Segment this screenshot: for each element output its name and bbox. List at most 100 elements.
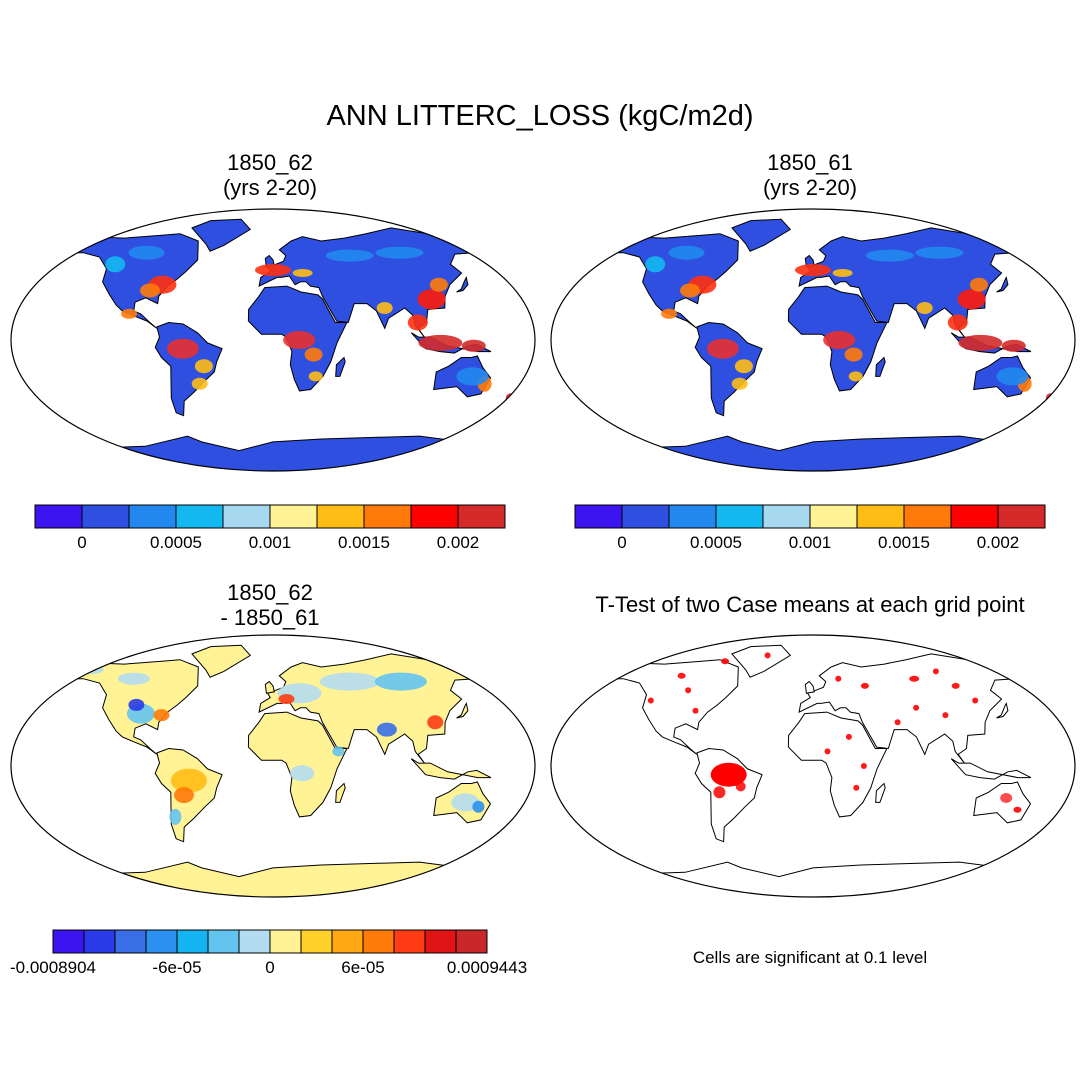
land-madagascar <box>335 782 346 803</box>
land-uk <box>804 680 815 694</box>
colorbar3-tick-label: 0 <box>265 958 274 977</box>
land-eurasia <box>258 227 492 338</box>
colorbar3-swatch <box>207 929 240 954</box>
colorbar3-swatch <box>52 929 85 954</box>
value-region <box>332 746 345 757</box>
colorbar1-tick-label: 0.002 <box>437 533 480 552</box>
value-region <box>845 733 852 740</box>
value-region <box>117 672 150 685</box>
value-region <box>472 800 485 813</box>
land-japan <box>996 275 1009 293</box>
colorbar-panel1: 0 0.0005 0.001 0.0015 0.002 <box>34 504 506 552</box>
colorbar1-swatch <box>316 504 365 529</box>
panel3-title-line1: 1850_62 <box>227 580 313 605</box>
colorbar1-swatch <box>34 504 83 529</box>
value-region <box>865 249 914 262</box>
value-region <box>958 334 1003 351</box>
map-frame <box>550 634 1076 898</box>
value-region <box>823 331 856 349</box>
colorbar2-swatch <box>762 504 811 529</box>
land-greenland <box>731 644 792 678</box>
value-region <box>848 371 863 382</box>
map-frame <box>10 634 536 898</box>
colorbar2-swatch <box>621 504 670 529</box>
colorbar3-swatch <box>145 929 178 954</box>
colorbar2-swatch <box>668 504 717 529</box>
colorbar3-swatch <box>331 929 364 954</box>
colorbar1-swatch <box>269 504 318 529</box>
value-region <box>429 277 448 292</box>
value-region <box>325 249 374 262</box>
colorbar2-tick-label: 0.002 <box>977 533 1020 552</box>
colorbar1-swatch <box>457 504 506 529</box>
value-region <box>283 331 316 349</box>
figure-title: ANN LITTERC_LOSS (kgC/m2d) <box>326 100 754 132</box>
colorbar3-swatch <box>455 929 488 954</box>
colorbar2-swatch <box>809 504 858 529</box>
colorbar3-tick-label: -0.0008904 <box>10 958 96 977</box>
value-region <box>308 371 323 382</box>
value-region <box>376 722 397 737</box>
colorbar1-swatch <box>128 504 177 529</box>
value-region <box>1013 806 1022 813</box>
colorbar3-tick-label: 0.0009443 <box>447 958 527 977</box>
colorbar-panel2: 0 0.0005 0.001 0.0015 0.002 <box>574 504 1046 552</box>
panel2-title-line2: (yrs 2-20) <box>762 175 858 200</box>
value-region <box>894 719 901 726</box>
significance-note: Cells are significant at 0.1 level <box>692 948 928 967</box>
value-region <box>824 748 831 755</box>
value-region <box>374 672 427 691</box>
land-greenland <box>191 644 252 678</box>
value-region <box>942 712 949 719</box>
colorbar1-swatch <box>222 504 271 529</box>
land-namerica <box>603 659 739 755</box>
value-region <box>913 704 920 711</box>
value-region <box>735 781 746 792</box>
colorbar1-swatch <box>363 504 412 529</box>
value-region <box>278 694 295 704</box>
value-region <box>853 784 860 791</box>
map-panel-1850-61 <box>550 208 1076 472</box>
value-region <box>951 682 960 689</box>
land-indonesia <box>410 758 492 780</box>
value-region <box>375 246 424 259</box>
value-region <box>764 652 771 659</box>
value-region <box>957 289 986 310</box>
land-greenland <box>191 218 252 252</box>
colorbar3-swatch <box>393 929 426 954</box>
value-region <box>169 808 182 825</box>
colorbar1-tick-label: 0.0005 <box>150 533 202 552</box>
land-africa <box>247 711 348 818</box>
value-region <box>832 269 853 277</box>
colorbar2-tick-label: 0 <box>617 533 626 552</box>
colorbar3-swatch <box>238 929 271 954</box>
value-region <box>916 302 933 314</box>
colorbar3-swatch <box>362 929 395 954</box>
land-japan <box>456 275 469 293</box>
land-greenland <box>731 218 792 252</box>
colorbar2-swatch <box>574 504 623 529</box>
panel1-title-line2: (yrs 2-20) <box>222 175 318 200</box>
value-region <box>996 367 1029 386</box>
value-region <box>645 256 666 273</box>
value-region <box>692 707 699 714</box>
value-region <box>969 277 988 292</box>
map-frame <box>10 208 536 472</box>
colorbar3-tick-label: -6e-05 <box>152 958 201 977</box>
value-region <box>909 675 920 682</box>
colorbar2-tick-label: 0.0005 <box>690 533 742 552</box>
value-region <box>721 658 730 665</box>
map-panel-difference <box>10 634 536 898</box>
value-region <box>706 338 739 359</box>
value-region <box>461 339 486 352</box>
value-region <box>710 762 747 787</box>
colorbar2-swatch <box>903 504 952 529</box>
value-region <box>680 283 700 298</box>
land-madagascar <box>875 356 886 377</box>
colorbar1-tick-label: 0 <box>77 533 86 552</box>
land-eurasia <box>258 653 492 764</box>
land-japan <box>456 701 469 719</box>
panel2-title-line1: 1850_61 <box>767 150 853 175</box>
colorbar2-swatch <box>997 504 1046 529</box>
